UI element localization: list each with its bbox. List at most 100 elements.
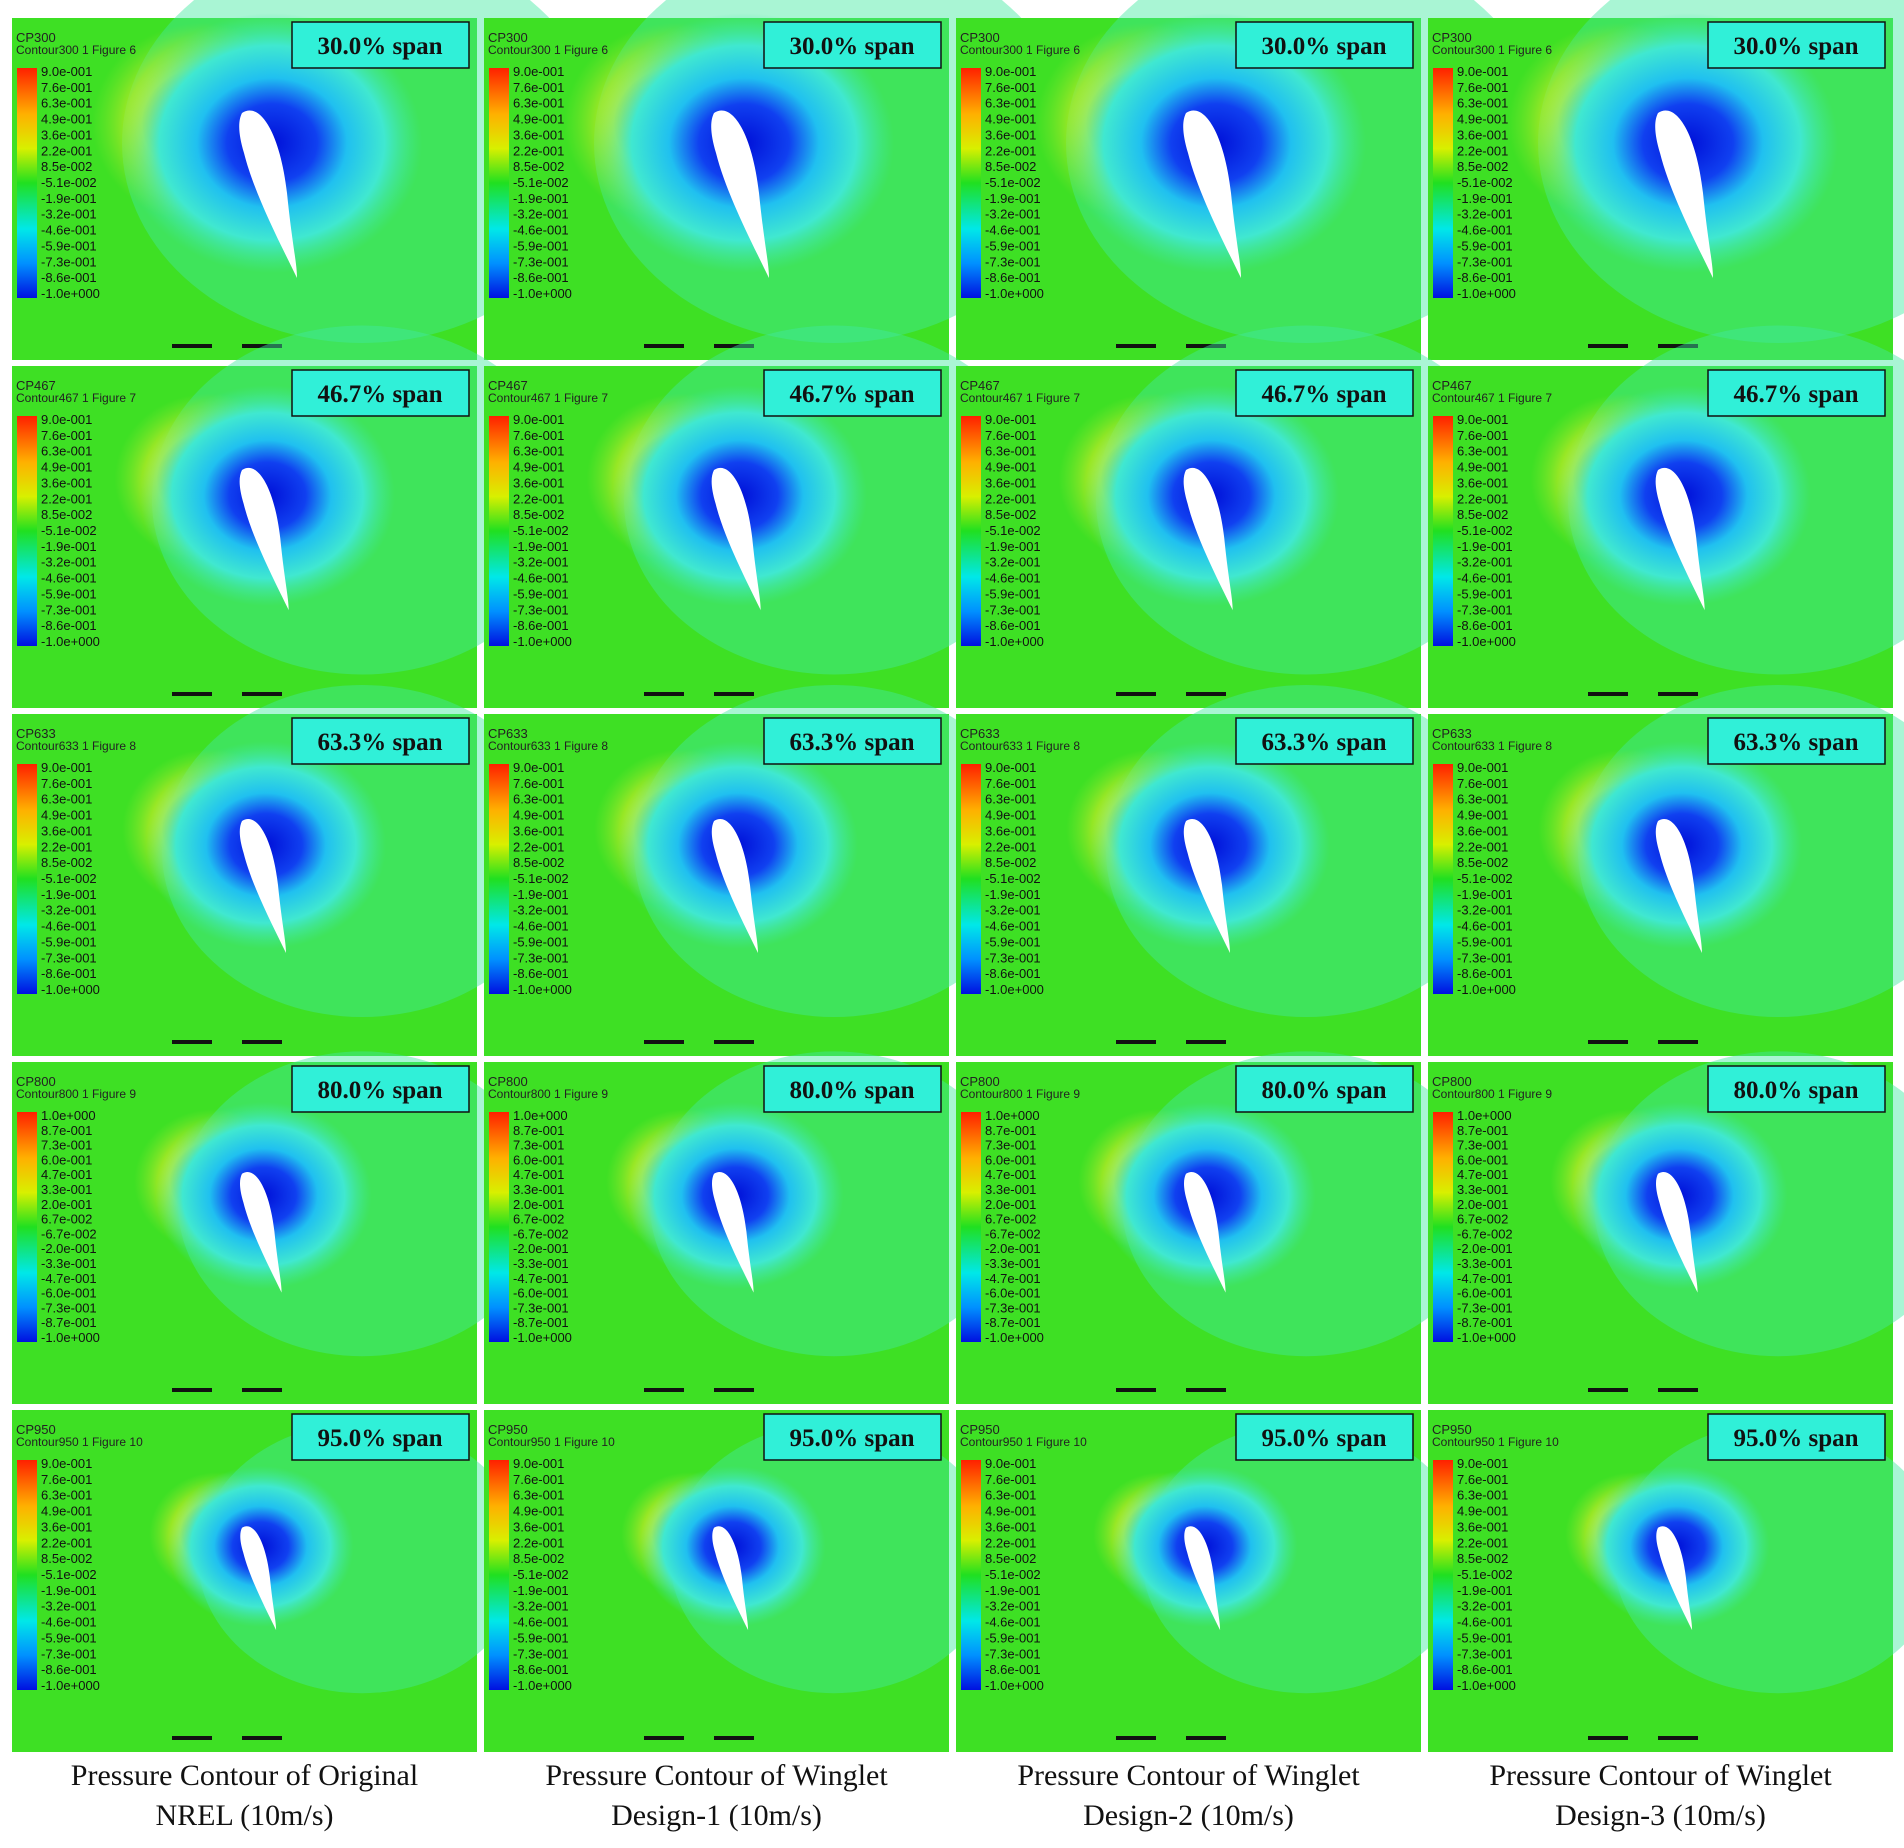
legend-label: 6.3e-001 <box>513 792 564 807</box>
span-label: 95.0% span <box>317 1425 442 1452</box>
span-box <box>1707 21 1886 69</box>
legend-label: 4.9e-001 <box>1457 112 1508 127</box>
legend-label: 9.0e-001 <box>41 1456 92 1471</box>
legend-label: 8.5e-002 <box>41 507 92 522</box>
color-bar <box>1433 416 1453 646</box>
legend-label: -5.1e-002 <box>985 523 1041 538</box>
legend-label: -5.1e-002 <box>513 523 569 538</box>
legend-label: -6.7e-002 <box>41 1226 97 1241</box>
legend-label: 4.9e-001 <box>41 1504 92 1519</box>
legend-label: 6.3e-001 <box>1457 792 1508 807</box>
legend-label: -8.6e-001 <box>513 270 569 285</box>
legend-label: -4.6e-001 <box>985 919 1041 934</box>
legend-label: 6.7e-002 <box>513 1212 564 1227</box>
legend-label: 7.6e-001 <box>985 428 1036 443</box>
legend-label: -1.9e-001 <box>41 1583 97 1598</box>
legend-label: -1.9e-001 <box>41 191 97 206</box>
legend-label: -6.7e-002 <box>985 1226 1041 1241</box>
legend-label: 9.0e-001 <box>513 64 564 79</box>
variable-name: CP633 <box>1432 726 1472 741</box>
legend-label: 1.0e+000 <box>1457 1108 1512 1123</box>
legend-label: 2.2e-001 <box>985 1535 1036 1550</box>
legend-label: -4.7e-001 <box>41 1271 97 1286</box>
legend-label: -5.1e-002 <box>41 523 97 538</box>
legend-label: 3.6e-001 <box>985 1519 1036 1534</box>
legend-label: -1.0e+000 <box>1457 982 1516 997</box>
legend-label: 6.3e-001 <box>985 444 1036 459</box>
legend-label: -5.1e-002 <box>985 1567 1041 1582</box>
column-caption: NREL (10m/s) <box>155 1799 333 1832</box>
legend-label: -5.9e-001 <box>1457 934 1513 949</box>
legend-label: -7.3e-001 <box>41 602 97 617</box>
legend-label: -4.6e-001 <box>513 1615 569 1630</box>
legend-label: -7.3e-001 <box>985 1646 1041 1661</box>
span-label: 63.3% span <box>1261 729 1386 756</box>
legend-label: 2.2e-001 <box>41 1535 92 1550</box>
legend-label: -1.0e+000 <box>1457 1678 1516 1693</box>
legend-label: -5.1e-002 <box>985 175 1041 190</box>
legend-label: -7.3e-001 <box>513 1300 569 1315</box>
legend-label: -4.6e-001 <box>513 223 569 238</box>
legend-label: -5.9e-001 <box>513 934 569 949</box>
legend-label: -1.0e+000 <box>41 1678 100 1693</box>
legend-label: -1.9e-001 <box>985 191 1041 206</box>
legend-label: 8.5e-002 <box>41 1551 92 1566</box>
legend-label: 7.3e-001 <box>985 1138 1036 1153</box>
legend-label: -5.9e-001 <box>41 1630 97 1645</box>
legend-label: 8.5e-002 <box>513 507 564 522</box>
airfoil <box>711 467 761 611</box>
legend-label: 4.9e-001 <box>41 460 92 475</box>
legend-label: 6.3e-001 <box>513 96 564 111</box>
legend-label: -5.1e-002 <box>985 871 1041 886</box>
span-label: 30.0% span <box>317 33 442 60</box>
legend-label: -2.0e-001 <box>513 1241 569 1256</box>
legend-label: -1.9e-001 <box>1457 1583 1513 1598</box>
legend-label: -1.0e+000 <box>985 286 1044 301</box>
legend-label: -8.6e-001 <box>985 966 1041 981</box>
legend-label: 4.7e-001 <box>41 1167 92 1182</box>
airfoil <box>240 1526 277 1631</box>
span-label: 95.0% span <box>789 1425 914 1452</box>
legend-label: 7.6e-001 <box>513 80 564 95</box>
legend-label: -4.6e-001 <box>41 571 97 586</box>
figure-name: Contour467 1 Figure 7 <box>16 391 136 405</box>
color-bar <box>17 1460 37 1690</box>
airfoil <box>1183 467 1233 611</box>
legend-label: -5.1e-002 <box>513 871 569 886</box>
color-bar <box>961 68 981 298</box>
color-bar <box>17 416 37 646</box>
legend-label: -1.0e+000 <box>41 1330 100 1345</box>
legend-label: 8.5e-002 <box>985 1551 1036 1566</box>
legend-label: -5.1e-002 <box>41 871 97 886</box>
airfoil <box>1655 819 1702 953</box>
airfoil <box>1655 1172 1698 1293</box>
legend-label: 2.0e-001 <box>513 1197 564 1212</box>
color-bar <box>961 416 981 646</box>
span-label: 46.7% span <box>1733 381 1858 408</box>
legend-label: 2.2e-001 <box>513 1535 564 1550</box>
color-bar <box>17 1112 37 1342</box>
legend-label: 6.7e-002 <box>1457 1212 1508 1227</box>
legend-label: -4.6e-001 <box>1457 223 1513 238</box>
legend-label: -7.3e-001 <box>985 602 1041 617</box>
legend-label: -1.0e+000 <box>513 286 572 301</box>
airfoil <box>1183 110 1241 278</box>
span-label: 30.0% span <box>789 33 914 60</box>
span-box <box>763 21 942 69</box>
span-box <box>763 1413 942 1461</box>
legend-label: -3.2e-001 <box>41 207 97 222</box>
legend-label: -3.2e-001 <box>513 903 569 918</box>
legend-label: 7.6e-001 <box>41 1472 92 1487</box>
legend-label: -1.0e+000 <box>985 1330 1044 1345</box>
span-label: 46.7% span <box>317 381 442 408</box>
legend-label: 7.6e-001 <box>1457 776 1508 791</box>
legend-label: -5.9e-001 <box>1457 586 1513 601</box>
variable-name: CP467 <box>488 378 528 393</box>
legend-label: -8.7e-001 <box>985 1315 1041 1330</box>
legend-label: 4.7e-001 <box>513 1167 564 1182</box>
legend-label: 9.0e-001 <box>1457 412 1508 427</box>
